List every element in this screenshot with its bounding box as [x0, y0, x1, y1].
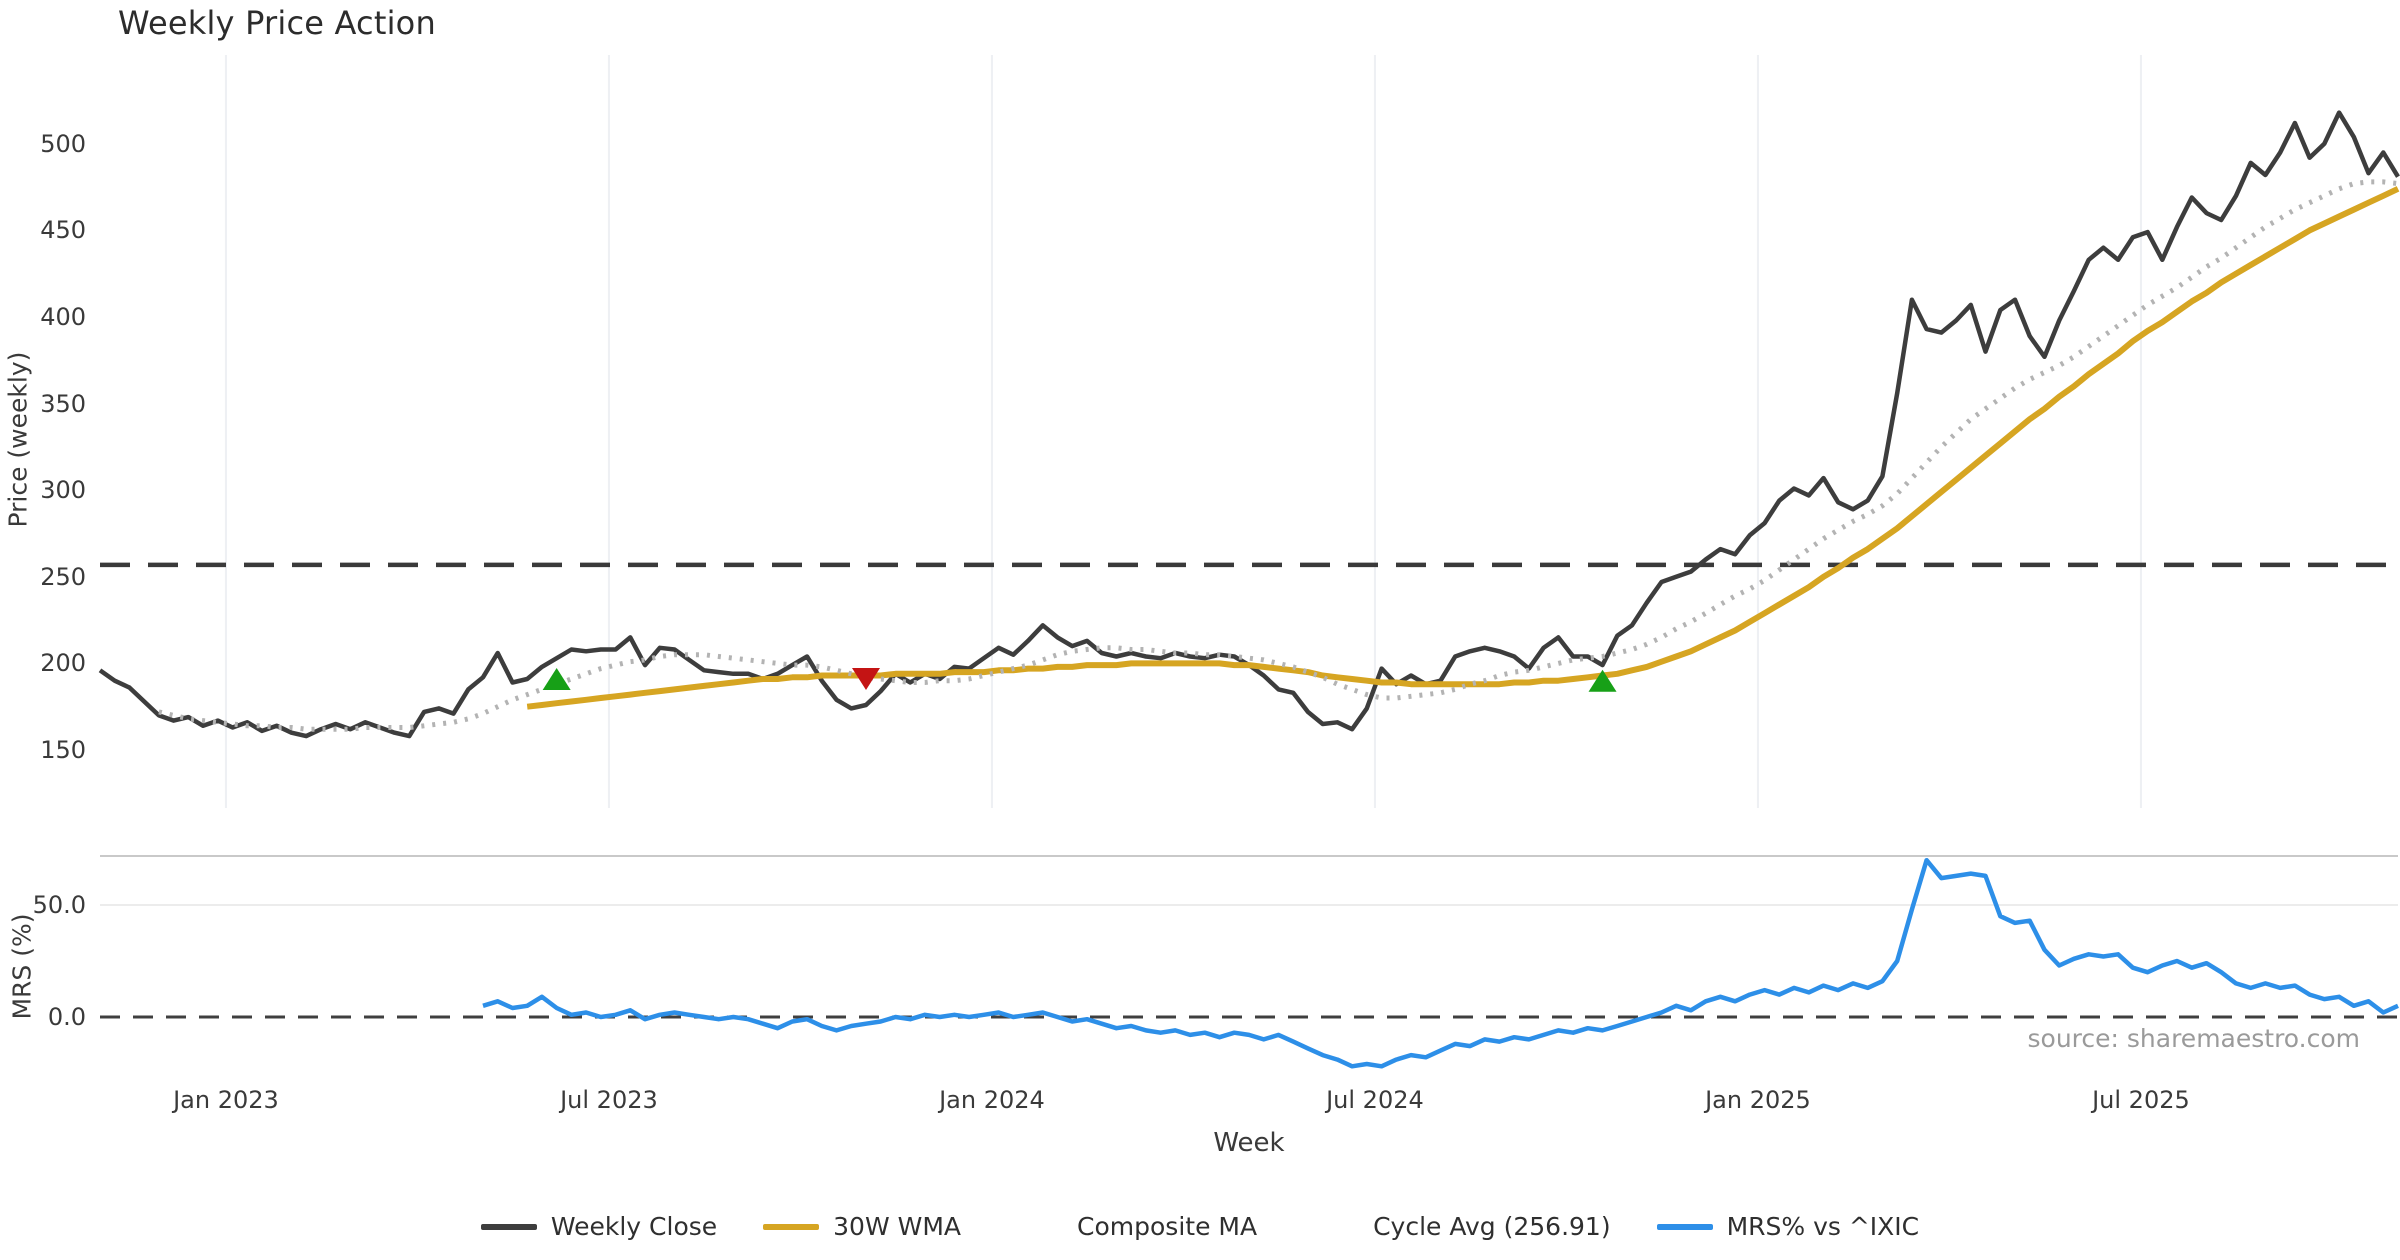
x-tick-label: Jul 2024	[1326, 1086, 1424, 1114]
sell-marker-icon	[852, 667, 880, 690]
legend-label: Cycle Avg (256.91)	[1373, 1212, 1611, 1241]
legend-label: 30W WMA	[833, 1212, 962, 1241]
chart-title: Weekly Price Action	[118, 4, 436, 42]
x-tick-label: Jan 2024	[939, 1086, 1045, 1114]
legend-swatch-dashed-icon	[1303, 1224, 1359, 1229]
buy-marker-icon	[1588, 669, 1617, 692]
legend-item: Cycle Avg (256.91)	[1303, 1212, 1611, 1241]
wma-line	[526, 186, 2400, 710]
x-tick-label: Jul 2023	[560, 1086, 658, 1114]
legend-item: Weekly Close	[480, 1212, 718, 1241]
legend-label: MRS% vs ^IXIC	[1726, 1212, 1920, 1241]
legend: Weekly Close 30W WMA Composite MA Cycle Avg…	[0, 1212, 2400, 1241]
legend-swatch-dotted-icon	[1007, 1224, 1063, 1229]
mrs-line	[482, 857, 2399, 1069]
legend-label: Weekly Close	[550, 1212, 718, 1241]
mrs-ytick-label: 0.0	[47, 1003, 86, 1031]
price-ytick-label: 500	[40, 129, 86, 158]
legend-item: MRS% vs ^IXIC	[1656, 1212, 1920, 1241]
x-tick-label: Jul 2025	[2092, 1086, 2190, 1114]
legend-label: Composite MA	[1077, 1212, 1258, 1241]
price-ytick-label: 250	[40, 562, 86, 591]
composite-ma-line	[158, 179, 2399, 732]
mrs-ytick-label: 50.0	[32, 891, 86, 919]
x-tick-label: Jan 2023	[173, 1086, 279, 1114]
price-ytick-label: 450	[40, 216, 86, 245]
x-axis-title: Week	[1213, 1128, 1285, 1158]
legend-swatch-solid-icon	[763, 1223, 820, 1230]
x-tick-label: Jan 2025	[1705, 1086, 1811, 1114]
source-credit: source: sharemaestro.com	[2027, 1024, 2361, 1053]
price-ytick-label: 150	[40, 736, 86, 764]
price-ytick-label: 200	[40, 649, 86, 678]
price-ytick-label: 300	[40, 476, 86, 505]
buy-marker-icon	[542, 667, 571, 690]
legend-swatch-solid-icon	[1656, 1223, 1713, 1230]
legend-item: 30W WMA	[763, 1212, 961, 1241]
price-ytick-label: 350	[40, 389, 86, 418]
legend-item: Composite MA	[1007, 1212, 1257, 1241]
legend-swatch-solid-icon	[480, 1223, 537, 1230]
price-ytick-label: 400	[40, 303, 86, 331]
weekly-close-line	[98, 110, 2400, 739]
